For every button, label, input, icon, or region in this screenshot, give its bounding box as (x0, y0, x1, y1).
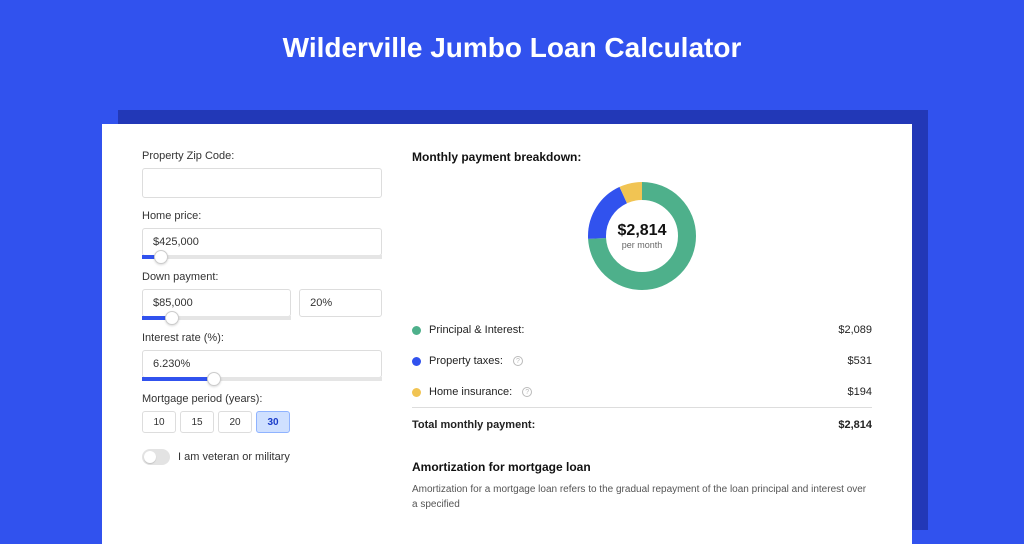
amortization-text: Amortization for a mortgage loan refers … (412, 482, 872, 512)
period-label: Mortgage period (years): (142, 393, 382, 405)
total-value: $2,814 (838, 419, 872, 431)
home-price-slider[interactable] (142, 255, 382, 259)
breakdown-column: Monthly payment breakdown: $2,814 per mo… (412, 150, 872, 518)
amortization-title: Amortization for mortgage loan (412, 460, 872, 474)
slider-thumb[interactable] (154, 250, 168, 264)
veteran-toggle[interactable] (142, 449, 170, 465)
payment-donut-chart: $2,814 per month (582, 176, 702, 296)
breakdown-value: $194 (848, 386, 872, 398)
down-payment-pct-input[interactable] (299, 289, 382, 317)
info-icon[interactable]: ? (513, 356, 523, 366)
legend-dot (412, 326, 421, 335)
down-payment-amount-input[interactable] (142, 289, 291, 317)
down-payment-label: Down payment: (142, 271, 382, 283)
donut-amount: $2,814 (618, 222, 667, 240)
breakdown-row: Property taxes:? $531 (412, 345, 872, 376)
veteran-label: I am veteran or military (178, 451, 290, 463)
interest-rate-slider[interactable] (142, 377, 382, 381)
zip-input[interactable] (142, 168, 382, 198)
info-icon[interactable]: ? (522, 387, 532, 397)
breakdown-label: Property taxes: (429, 355, 503, 367)
breakdown-title: Monthly payment breakdown: (412, 150, 872, 164)
home-price-label: Home price: (142, 210, 382, 222)
breakdown-row: Principal & Interest: $2,089 (412, 314, 872, 345)
interest-rate-label: Interest rate (%): (142, 332, 382, 344)
breakdown-row: Home insurance:? $194 (412, 376, 872, 407)
breakdown-value: $531 (848, 355, 872, 367)
total-row: Total monthly payment: $2,814 (412, 407, 872, 440)
home-price-input[interactable] (142, 228, 382, 256)
calculator-panel: Property Zip Code: Home price: Down paym… (102, 124, 912, 544)
page-title: Wilderville Jumbo Loan Calculator (0, 0, 1024, 92)
breakdown-value: $2,089 (838, 324, 872, 336)
interest-rate-input[interactable] (142, 350, 382, 378)
donut-sublabel: per month (618, 240, 667, 250)
period-option-15[interactable]: 15 (180, 411, 214, 433)
period-option-30[interactable]: 30 (256, 411, 290, 433)
period-option-10[interactable]: 10 (142, 411, 176, 433)
legend-dot (412, 388, 421, 397)
breakdown-label: Home insurance: (429, 386, 512, 398)
total-label: Total monthly payment: (412, 419, 535, 431)
zip-label: Property Zip Code: (142, 150, 382, 162)
breakdown-label: Principal & Interest: (429, 324, 524, 336)
down-payment-slider[interactable] (142, 316, 291, 320)
period-option-20[interactable]: 20 (218, 411, 252, 433)
slider-thumb[interactable] (207, 372, 221, 386)
slider-thumb[interactable] (165, 311, 179, 325)
period-options: 10152030 (142, 411, 382, 433)
inputs-column: Property Zip Code: Home price: Down paym… (142, 150, 382, 518)
legend-dot (412, 357, 421, 366)
